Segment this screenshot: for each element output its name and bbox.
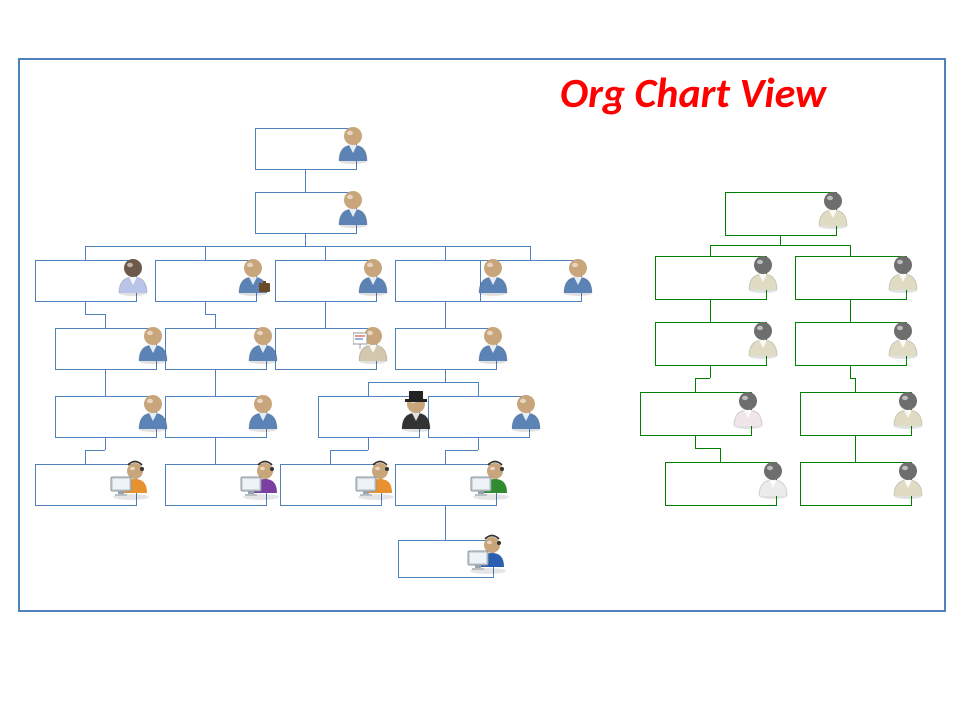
connector	[330, 450, 368, 451]
person-icon	[558, 253, 598, 297]
connector	[855, 378, 856, 392]
connector	[710, 310, 711, 322]
person-icon	[396, 389, 436, 433]
connector	[368, 436, 369, 450]
connector	[855, 434, 856, 448]
person-icon	[243, 389, 283, 433]
connector	[445, 450, 446, 464]
connector	[215, 436, 216, 450]
connector	[445, 504, 446, 522]
org-chart-stage: Org Chart View	[0, 0, 960, 720]
chart-title: Org Chart View	[560, 68, 826, 119]
person-icon	[728, 386, 768, 430]
connector	[478, 382, 479, 396]
person-icon	[888, 456, 928, 500]
person-icon	[473, 253, 513, 297]
person-icon	[353, 321, 393, 365]
person-icon	[753, 456, 793, 500]
connector	[325, 246, 326, 260]
connector	[105, 436, 106, 450]
connector	[205, 300, 206, 314]
connector	[780, 245, 850, 246]
person-icon	[888, 386, 928, 430]
connector	[205, 246, 305, 247]
connector	[215, 450, 216, 464]
person-icon	[233, 253, 273, 297]
connector	[85, 314, 105, 315]
person-desk-icon	[466, 529, 514, 575]
connector	[305, 246, 530, 247]
connector	[695, 378, 696, 392]
connector	[325, 300, 326, 314]
connector	[215, 368, 216, 382]
connector	[368, 382, 445, 383]
person-icon	[883, 316, 923, 360]
person-icon	[473, 321, 513, 365]
person-desk-icon	[354, 455, 402, 501]
person-icon	[133, 389, 173, 433]
person-icon	[743, 316, 783, 360]
person-icon	[743, 250, 783, 294]
person-icon	[353, 253, 393, 297]
connector	[330, 450, 331, 464]
connector	[205, 246, 206, 260]
connector	[695, 448, 720, 449]
connector	[215, 314, 216, 328]
connector	[305, 232, 306, 246]
person-icon	[883, 250, 923, 294]
connector	[85, 300, 86, 314]
connector	[205, 314, 215, 315]
connector	[850, 310, 851, 322]
connector	[105, 314, 106, 328]
connector	[530, 246, 531, 260]
person-icon	[113, 253, 153, 297]
connector	[850, 245, 851, 256]
connector	[445, 522, 446, 540]
person-icon	[333, 185, 373, 229]
person-desk-icon	[469, 455, 517, 501]
person-desk-icon	[239, 455, 287, 501]
connector	[445, 314, 446, 328]
connector	[215, 382, 216, 396]
connector	[85, 246, 86, 260]
person-icon	[133, 321, 173, 365]
connector	[325, 314, 326, 328]
connector	[850, 364, 851, 378]
person-icon	[506, 389, 546, 433]
connector	[445, 450, 478, 451]
connector	[855, 448, 856, 462]
connector	[85, 450, 105, 451]
connector	[368, 382, 369, 396]
connector	[445, 300, 446, 314]
connector	[105, 382, 106, 396]
connector	[695, 434, 696, 448]
person-icon	[813, 186, 853, 230]
connector	[445, 368, 446, 382]
connector	[710, 364, 711, 378]
connector	[445, 246, 446, 260]
connector	[305, 180, 306, 192]
connector	[710, 245, 780, 246]
connector	[105, 368, 106, 382]
connector	[85, 450, 86, 464]
person-desk-icon	[109, 455, 157, 501]
connector	[478, 436, 479, 450]
connector	[710, 245, 711, 256]
connector	[695, 378, 710, 379]
person-icon	[333, 121, 373, 165]
person-icon	[243, 321, 283, 365]
connector	[720, 448, 721, 462]
connector	[445, 382, 478, 383]
